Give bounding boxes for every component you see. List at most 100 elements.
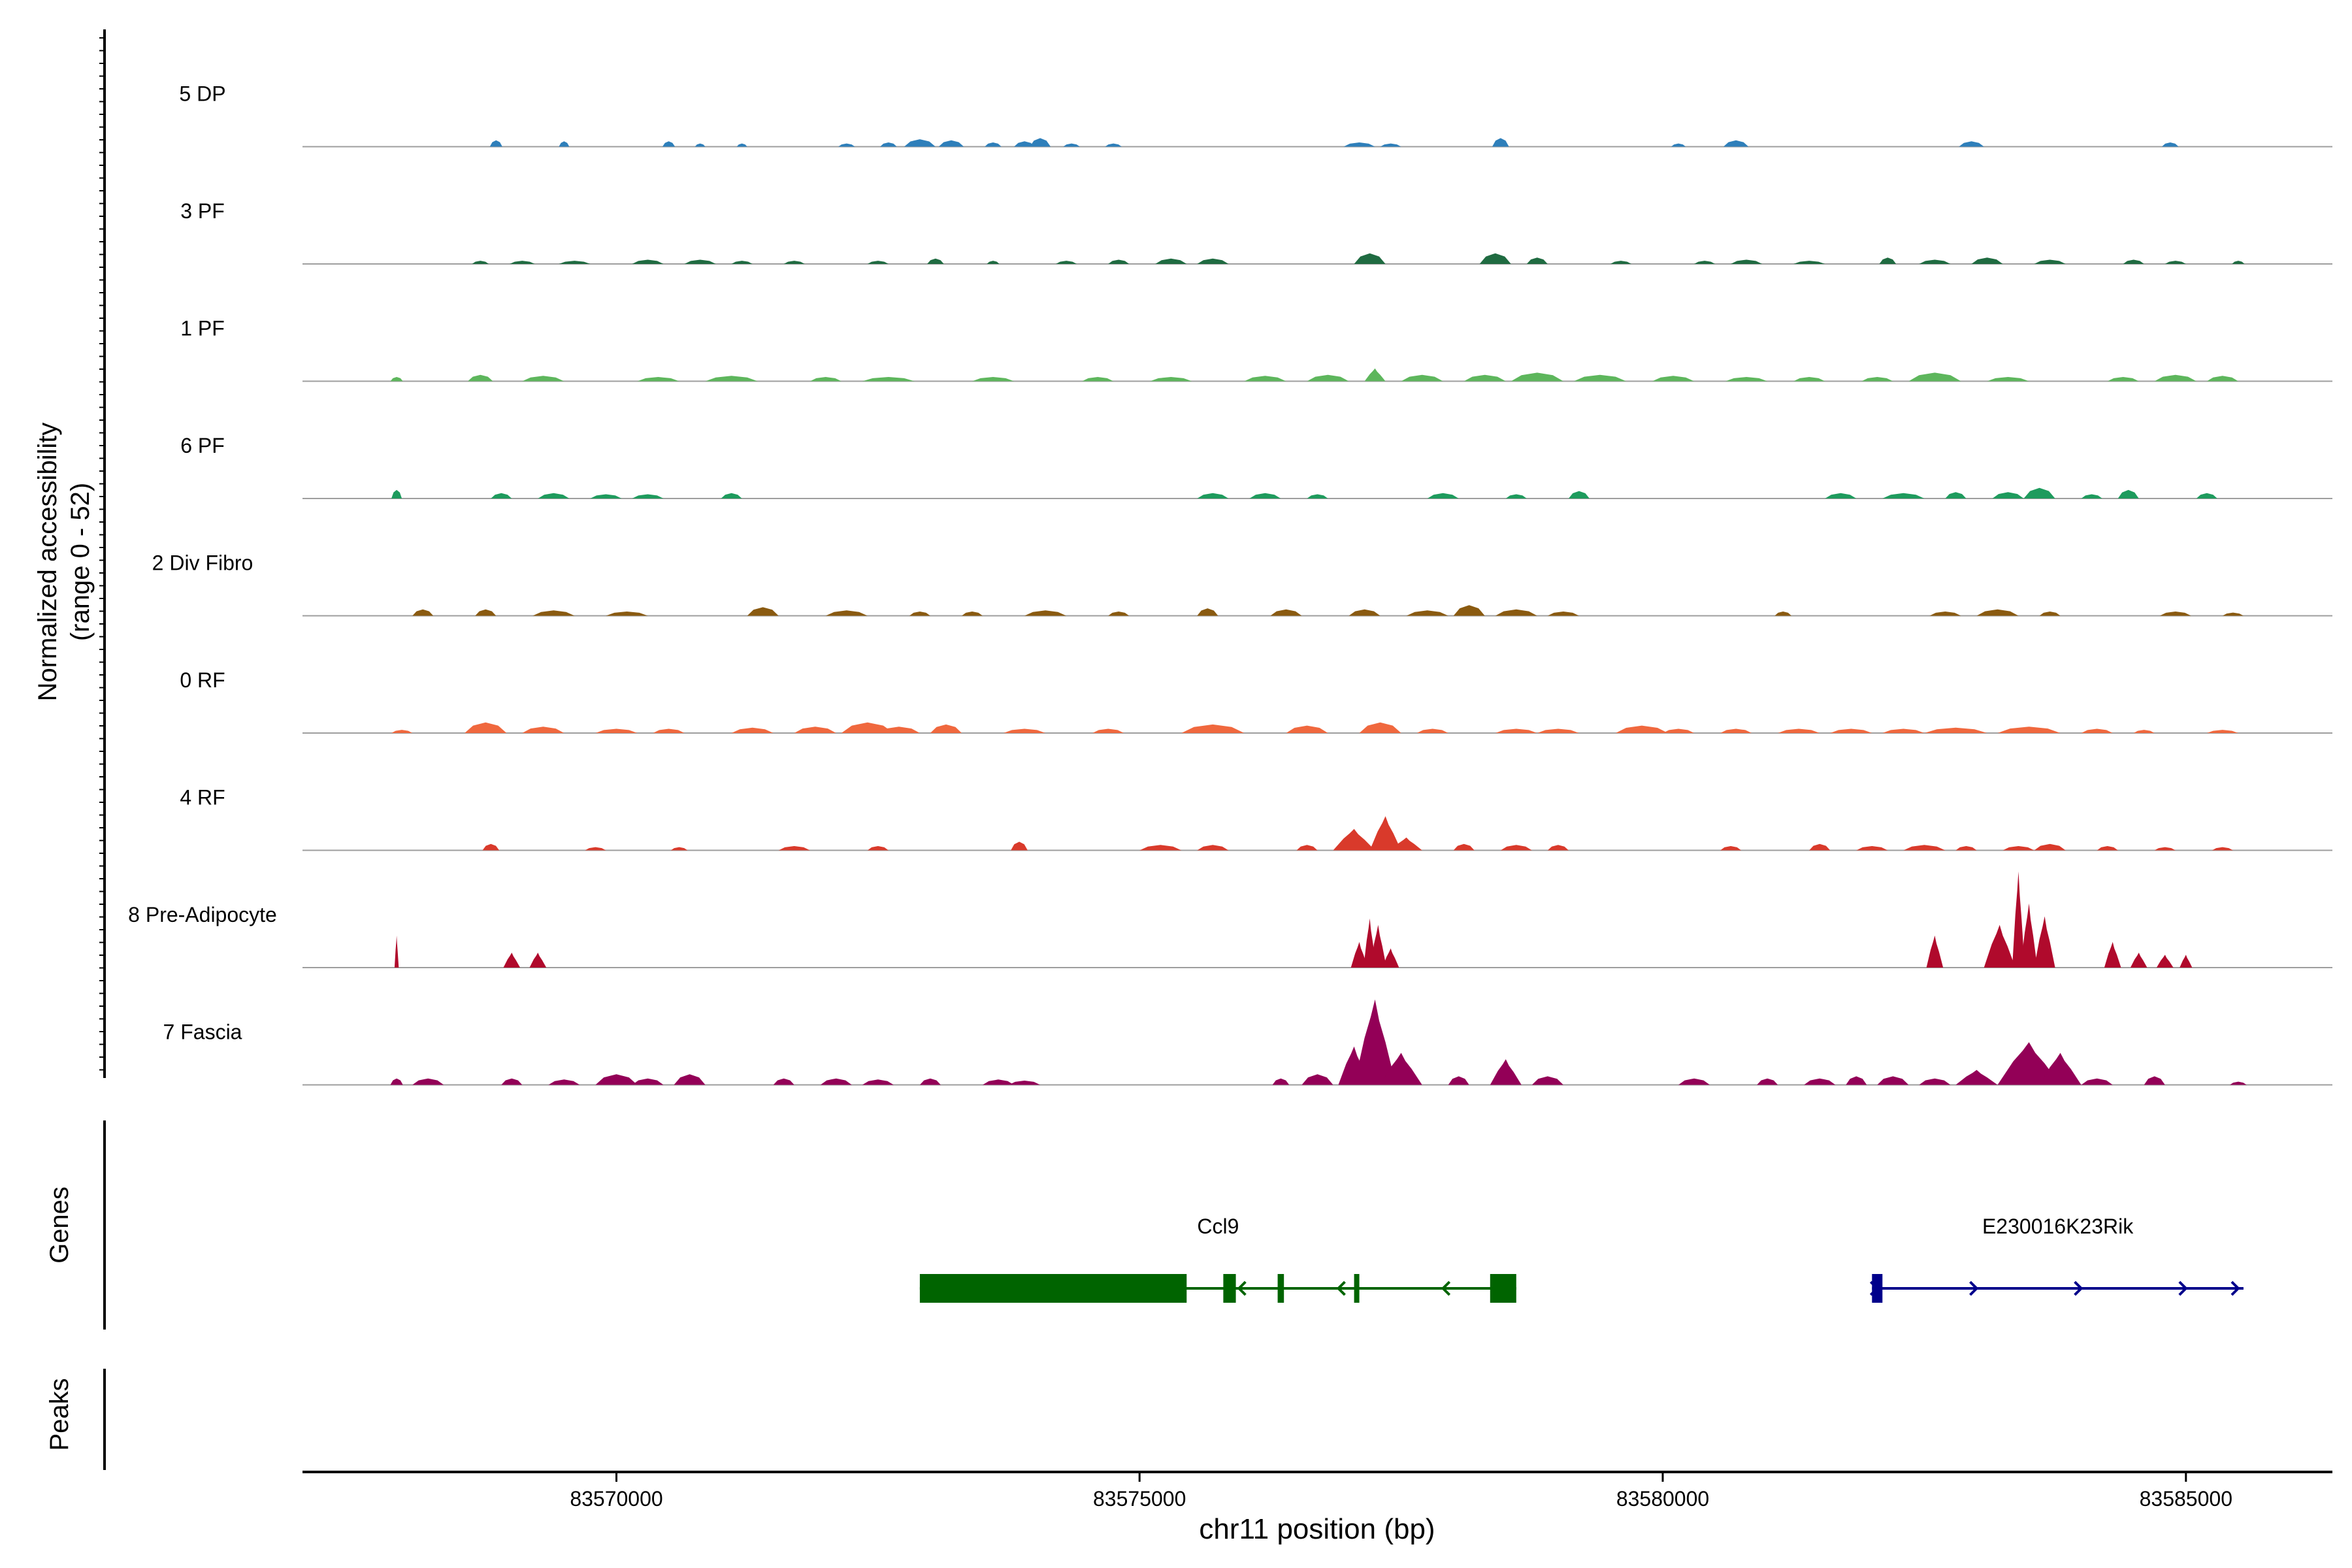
coverage-peak — [1364, 368, 1386, 382]
track-5-dp: 5 DP — [179, 82, 2332, 148]
coverage-peak — [412, 1078, 444, 1085]
coverage-peak — [1014, 141, 1036, 147]
coverage-peak — [595, 728, 638, 733]
coverage-peak — [1537, 728, 1579, 733]
coverage-peak — [548, 1079, 580, 1085]
coverage-peak — [809, 377, 841, 382]
coverage-peak — [1270, 609, 1302, 616]
coverage-peak — [559, 141, 570, 147]
coverage-peak — [1723, 140, 1749, 147]
coverage-peak — [1830, 728, 1872, 733]
coverage-peak — [2212, 847, 2233, 851]
coverage-peak — [662, 141, 676, 147]
coverage-peak — [1547, 845, 1569, 851]
coverage-peak — [468, 374, 493, 382]
coverage-peak — [694, 143, 706, 147]
coverage-peak — [2156, 955, 2174, 968]
coverage-peak — [862, 1079, 894, 1085]
coverage-peak — [972, 377, 1015, 382]
coverage-peak — [1919, 259, 1951, 264]
coverage-peak — [1531, 1076, 1563, 1085]
coverage-peak — [1307, 374, 1349, 382]
coverage-peak — [1984, 924, 2016, 968]
coverage-peak — [585, 847, 606, 851]
coverage-peak — [2154, 847, 2176, 851]
coverage-peak — [2020, 903, 2038, 968]
coverage-peak — [1976, 609, 2019, 616]
coverage-peak — [919, 1078, 941, 1085]
coverage-peak — [2012, 871, 2025, 968]
coverage-peak — [1244, 376, 1286, 382]
coverage-peak — [1009, 1081, 1041, 1085]
coverage-peak — [1056, 261, 1077, 264]
coverage-peak — [909, 612, 930, 616]
coverage-peak — [1720, 728, 1752, 733]
coverage-peak — [1453, 605, 1485, 616]
coverage-peak — [2159, 612, 2191, 616]
track-0-rf: 0 RF — [180, 668, 2332, 734]
gene-exon — [1223, 1274, 1236, 1303]
coverage-peak — [1924, 727, 1987, 733]
coverage-peak — [938, 140, 964, 147]
track-label: 7 Fascia — [163, 1021, 242, 1044]
coverage-peak — [390, 1078, 403, 1085]
coverage-peak — [794, 727, 836, 733]
genes-panel-label: Genes — [45, 1186, 74, 1264]
coverage-peak — [2123, 259, 2144, 264]
track-2-div-fibro: 2 Div Fibro — [152, 551, 2332, 617]
coverage-peak — [1997, 727, 2061, 733]
coverage-peak — [2206, 730, 2238, 733]
track-3-pf: 3 PF — [180, 199, 2332, 265]
gene-strand-arrow — [1237, 1281, 1247, 1296]
track-label: 1 PF — [180, 317, 225, 340]
coverage-peak — [747, 607, 779, 616]
track-7-fascia: 7 Fascia — [163, 999, 2332, 1086]
gene-strand-arrow — [1969, 1281, 1979, 1296]
coverage-peak — [1856, 846, 1888, 851]
coverage-peak — [1155, 258, 1187, 264]
gene-strand-arrow — [2230, 1281, 2240, 1296]
coverage-peak — [1678, 1078, 1710, 1085]
track-label: 5 DP — [179, 82, 225, 106]
coverage-peak — [1063, 143, 1080, 147]
coverage-peak — [1929, 612, 1961, 616]
coverage-peak — [475, 609, 497, 616]
coverage-peak — [2034, 843, 2066, 851]
coverage-peak — [1809, 843, 1831, 851]
coverage-peak — [522, 376, 564, 382]
coverage-peak — [1401, 374, 1443, 382]
gene-strand-arrow — [1441, 1281, 1451, 1296]
coverage-peak — [904, 139, 936, 147]
coverage-peak — [1092, 728, 1124, 733]
peaks-panel-label: Peaks — [45, 1378, 74, 1450]
coverage-peak — [595, 1074, 638, 1085]
coverage-peak — [2161, 142, 2179, 147]
coverage-peak — [1011, 841, 1028, 851]
coverage-peak — [1793, 261, 1825, 264]
coverage-peak — [1369, 816, 1401, 851]
x-axis-tick-label: 83575000 — [1093, 1487, 1186, 1511]
coverage-peak — [778, 846, 810, 851]
coverage-peak — [1694, 261, 1716, 264]
coverage-peak — [1774, 612, 1791, 616]
track-label: 6 PF — [180, 434, 225, 457]
coverage-peak — [2144, 1076, 2165, 1085]
coverage-peak — [1955, 1070, 1998, 1085]
coverage-peak — [1354, 253, 1386, 264]
coverage-peak — [1390, 837, 1422, 851]
coverage-peak — [503, 953, 521, 968]
coverage-peak — [880, 142, 897, 147]
coverage-peak — [2154, 374, 2197, 382]
coverage-peak — [1505, 494, 1527, 498]
coverage-peak — [838, 143, 855, 147]
coverage-peak — [1903, 845, 1946, 851]
gene-exon — [1354, 1274, 1360, 1303]
track-label: 0 RF — [180, 668, 225, 692]
track-label: 4 RF — [180, 786, 225, 809]
coverage-peak — [538, 493, 570, 498]
y-axis-title-line1: Normalized accessibility — [33, 423, 62, 702]
gene-strand-arrow — [1336, 1281, 1346, 1296]
track-1-pf: 1 PF — [180, 317, 2332, 382]
coverage-peak — [985, 142, 1002, 147]
